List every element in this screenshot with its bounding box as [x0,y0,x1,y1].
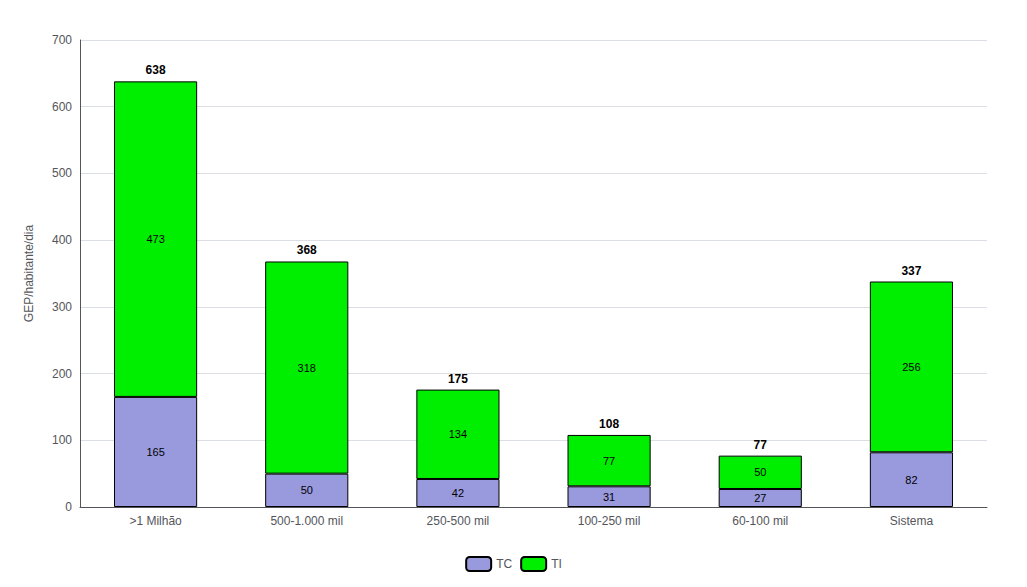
svg-text:318: 318 [298,362,316,374]
svg-text:60-100 mil: 60-100 mil [732,514,788,528]
svg-text:200: 200 [52,367,72,381]
svg-text:473: 473 [146,233,164,245]
svg-text:0: 0 [65,500,72,514]
svg-text:>1 Milhão: >1 Milhão [129,514,182,528]
svg-text:27: 27 [754,492,766,504]
svg-text:31: 31 [603,491,615,503]
svg-text:256: 256 [902,361,920,373]
svg-text:165: 165 [146,446,164,458]
svg-text:100: 100 [52,433,72,447]
svg-text:134: 134 [449,428,467,440]
svg-text:400: 400 [52,233,72,247]
svg-text:50: 50 [754,466,766,478]
svg-text:500-1.000 mil: 500-1.000 mil [270,514,343,528]
svg-text:300: 300 [52,300,72,314]
svg-text:500: 500 [52,166,72,180]
svg-text:TC: TC [496,557,512,571]
svg-text:700: 700 [52,33,72,47]
svg-text:108: 108 [599,417,619,431]
svg-text:175: 175 [448,372,468,386]
svg-text:368: 368 [297,243,317,257]
svg-text:82: 82 [905,474,917,486]
svg-text:77: 77 [603,455,615,467]
svg-text:Sistema: Sistema [890,514,934,528]
svg-text:TI: TI [551,557,562,571]
svg-text:50: 50 [301,484,313,496]
svg-text:337: 337 [901,264,921,278]
svg-text:600: 600 [52,100,72,114]
svg-text:42: 42 [452,487,464,499]
svg-text:77: 77 [754,438,768,452]
svg-text:250-500 mil: 250-500 mil [427,514,490,528]
svg-text:GEP/habitante/dia: GEP/habitante/dia [22,224,36,322]
svg-text:100-250 mil: 100-250 mil [578,514,641,528]
svg-text:638: 638 [146,63,166,77]
